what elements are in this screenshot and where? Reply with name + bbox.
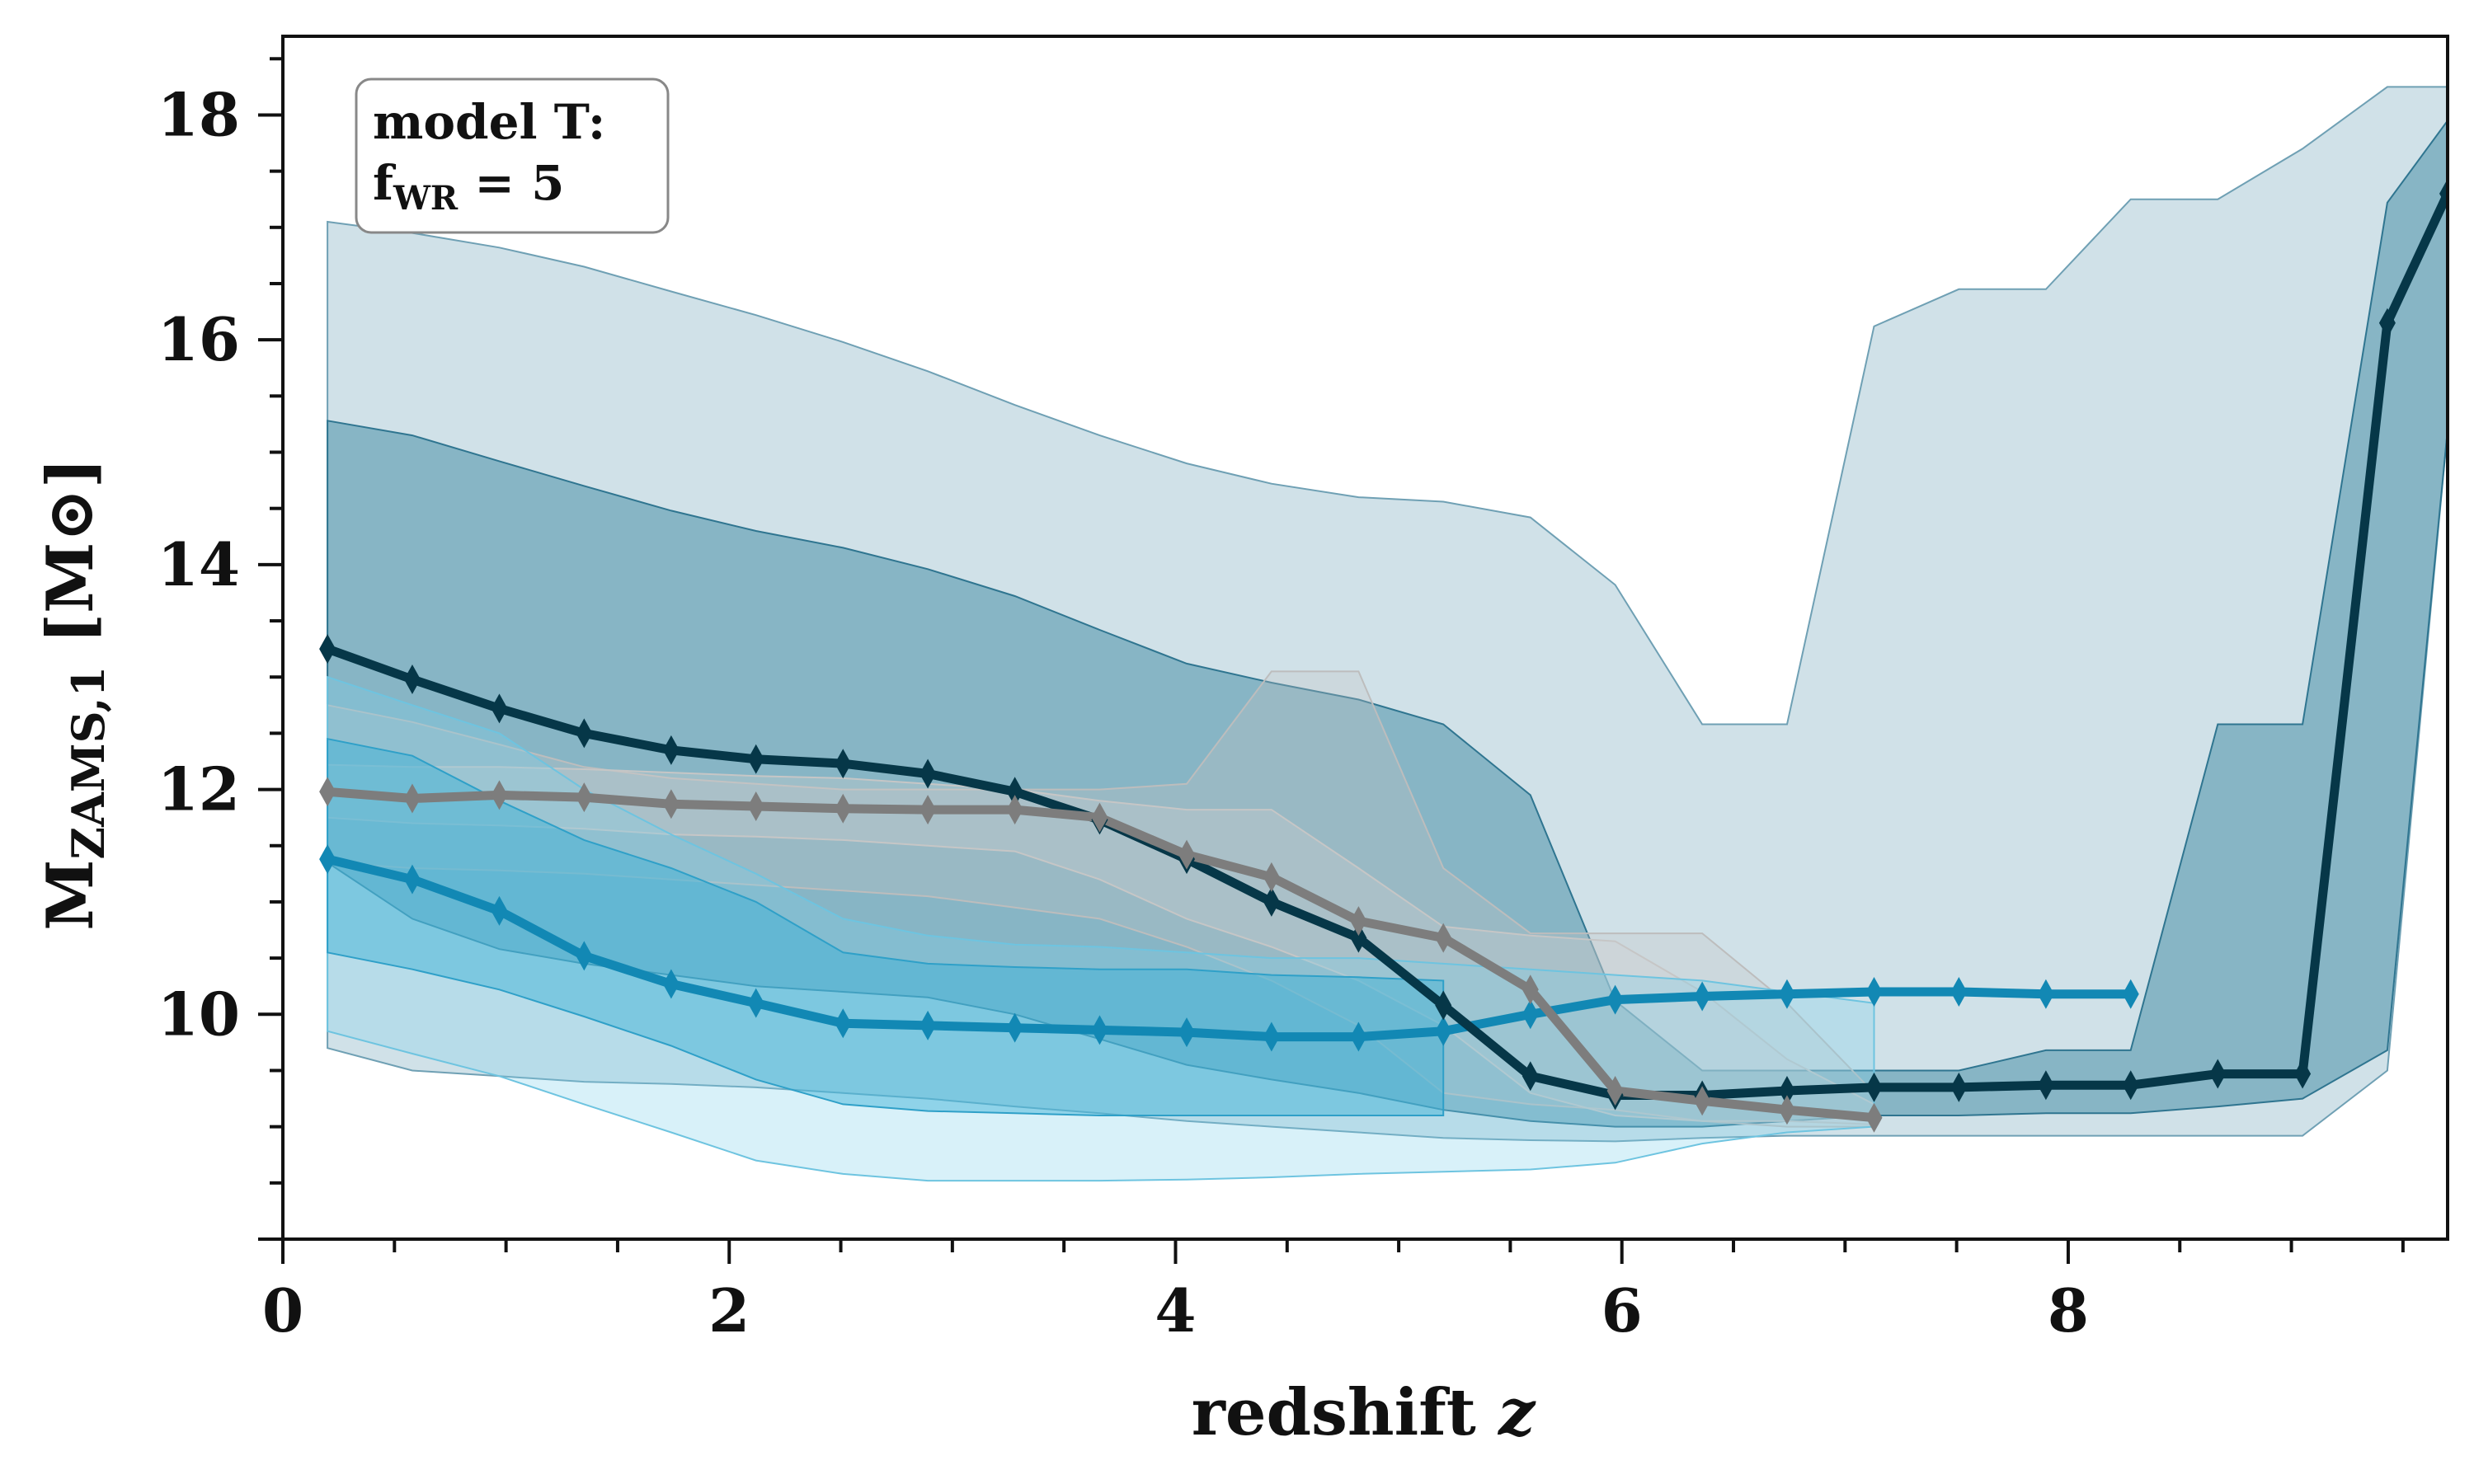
marker-dark: [2378, 308, 2396, 338]
marker-grey: [1263, 862, 1280, 892]
y-tick-label: 12: [158, 754, 240, 824]
marker-blue: [1606, 984, 1624, 1015]
marker-dark: [2209, 1059, 2227, 1089]
marker-dark: [1865, 1072, 1883, 1102]
marker-dark: [491, 693, 508, 724]
x-axis-ticks: 0 2 4 6 8: [262, 1239, 2405, 1345]
marker-dark: [2037, 1070, 2054, 1101]
marker-grey: [662, 789, 680, 819]
x-axis-title: redshift z: [1192, 1375, 1536, 1450]
marker-grey: [747, 791, 764, 822]
legend-box-frame: [355, 77, 670, 234]
inner-band-blue: [327, 737, 1445, 1116]
marker-blue: [1263, 1021, 1280, 1052]
marker-grey: [1006, 795, 1023, 825]
marker-dark: [835, 749, 852, 779]
marker-grey: [1435, 923, 1452, 953]
x-tick-label: 4: [1155, 1275, 1196, 1345]
marker-dark: [1522, 1061, 1539, 1092]
marker-blue: [1435, 1016, 1452, 1046]
marker-grey: [491, 780, 508, 810]
marker-dark: [2122, 1070, 2139, 1101]
legend-line-1: model T:: [373, 94, 605, 150]
marker-grey: [1865, 1102, 1883, 1133]
y-tick-label: 10: [158, 979, 240, 1049]
marker-dark: [2439, 178, 2448, 209]
marker-grey: [319, 777, 336, 807]
marker-grey: [1350, 906, 1367, 937]
marker-grey: [1606, 1076, 1624, 1106]
marker-dark: [1778, 1076, 1795, 1106]
marker-dark: [1350, 923, 1367, 953]
marker-blue: [662, 969, 680, 999]
marker-grey: [1091, 802, 1108, 833]
y-axis-title-symbol: M: [33, 859, 108, 930]
y-axis-ticks: 10 12 14 16 18: [158, 57, 283, 1241]
marker-dark: [1435, 990, 1452, 1021]
marker-blue: [1006, 1012, 1023, 1043]
median-markers: [319, 178, 2448, 1133]
x-tick-label: 8: [2048, 1275, 2089, 1345]
median-line-dark: [322, 189, 2448, 1100]
marker-blue: [835, 1008, 852, 1039]
marker-blue: [1950, 977, 1968, 1007]
marker-blue: [747, 988, 764, 1018]
x-tick-label: 6: [1602, 1275, 1643, 1345]
marker-dark: [1006, 777, 1023, 807]
legend-box: model T: fWR = 5: [355, 77, 670, 234]
y-tick-label: 14: [158, 529, 240, 599]
marker-blue: [1522, 999, 1539, 1030]
y-tick-label: 18: [158, 79, 240, 149]
marker-blue: [1694, 981, 1711, 1012]
marker-grey: [1694, 1086, 1711, 1116]
marker-blue: [319, 844, 336, 875]
marker-grey: [1522, 974, 1539, 1005]
marker-blue: [2122, 979, 2139, 1009]
marker-grey: [835, 793, 852, 824]
marker-dark: [403, 664, 421, 694]
marker-grey: [403, 783, 421, 814]
y-axis-title: MZAMS,1 [M⊙]: [33, 458, 115, 931]
marker-blue: [491, 895, 508, 926]
legend-line-2-subscript: WR: [393, 179, 459, 218]
uncertainty-bands: [327, 86, 2448, 1182]
marker-blue: [576, 941, 593, 971]
marker-blue: [2037, 979, 2054, 1009]
marker-blue: [1778, 979, 1795, 1009]
marker-blue: [1091, 1015, 1108, 1045]
marker-dark: [1263, 886, 1280, 917]
marker-grey: [920, 795, 937, 825]
legend-line-2-rest: = 5: [458, 155, 564, 211]
marker-dark: [1950, 1072, 1968, 1102]
marker-dark: [662, 735, 680, 765]
x-tick-label: 0: [262, 1275, 303, 1345]
y-axis-title-unit: [M⊙]: [33, 458, 108, 644]
marker-grey: [1178, 839, 1196, 870]
x-axis-title-variable: z: [1497, 1375, 1536, 1450]
marker-dark: [920, 758, 937, 789]
x-tick-label: 2: [708, 1275, 750, 1345]
plot-frame: [281, 35, 2449, 1241]
median-line-blue: [322, 854, 2136, 1042]
y-axis-title-subscript: ZAMS,1: [62, 666, 115, 860]
marker-grey: [1778, 1095, 1795, 1125]
marker-blue: [1178, 1017, 1196, 1048]
marker-blue: [920, 1010, 937, 1040]
marker-grey: [576, 782, 593, 813]
marker-dark: [747, 744, 764, 774]
legend-line-2: fWR = 5: [373, 155, 564, 218]
legend-line-2-main: f: [373, 155, 397, 211]
y-tick-label: 16: [158, 304, 240, 374]
marker-dark: [576, 718, 593, 749]
x-axis-title-text: redshift: [1192, 1375, 1476, 1450]
inner-band-dark: [327, 119, 2448, 1128]
marker-dark: [319, 634, 336, 665]
marker-blue: [1865, 977, 1883, 1007]
marker-dark: [2294, 1059, 2312, 1089]
marker-blue: [1350, 1021, 1367, 1052]
marker-blue: [403, 864, 421, 895]
